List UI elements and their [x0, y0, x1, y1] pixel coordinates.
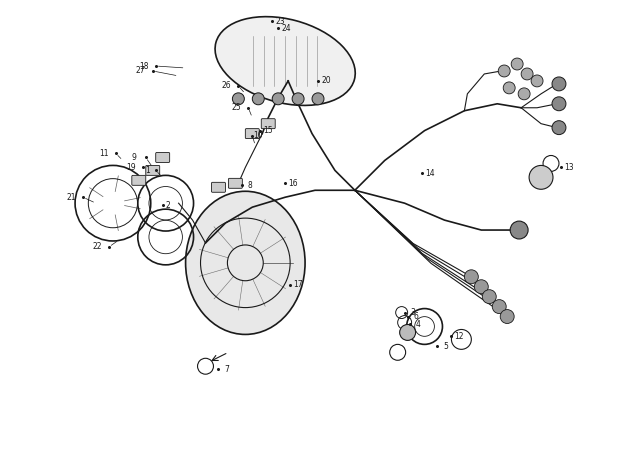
- Text: 25: 25: [231, 103, 241, 112]
- Text: 3: 3: [410, 308, 415, 317]
- FancyBboxPatch shape: [132, 175, 146, 185]
- Text: 9: 9: [131, 153, 136, 162]
- Circle shape: [511, 58, 523, 70]
- Text: 2: 2: [165, 201, 170, 209]
- FancyBboxPatch shape: [212, 182, 226, 192]
- Text: 14: 14: [425, 169, 434, 178]
- Circle shape: [498, 65, 510, 77]
- Text: 18: 18: [139, 61, 149, 70]
- Text: 12: 12: [455, 332, 464, 341]
- Ellipse shape: [186, 191, 305, 334]
- FancyBboxPatch shape: [261, 119, 275, 129]
- FancyBboxPatch shape: [228, 178, 242, 188]
- Circle shape: [493, 300, 506, 314]
- Text: 24: 24: [282, 24, 291, 33]
- FancyBboxPatch shape: [146, 165, 159, 175]
- Circle shape: [464, 270, 478, 284]
- Text: 27: 27: [136, 66, 145, 76]
- Circle shape: [521, 68, 533, 80]
- Text: 19: 19: [126, 163, 136, 172]
- Text: 20: 20: [321, 76, 331, 86]
- Text: 26: 26: [222, 81, 231, 90]
- Circle shape: [482, 290, 496, 304]
- Text: 5: 5: [443, 342, 448, 351]
- Circle shape: [500, 310, 514, 323]
- Text: 15: 15: [264, 126, 273, 135]
- Circle shape: [552, 121, 566, 134]
- Circle shape: [552, 97, 566, 111]
- Text: 6: 6: [413, 312, 418, 321]
- Text: 21: 21: [66, 193, 76, 202]
- Text: 13: 13: [564, 163, 574, 172]
- Text: 22: 22: [92, 242, 102, 251]
- Circle shape: [232, 93, 244, 105]
- Text: 8: 8: [248, 181, 253, 190]
- Circle shape: [503, 82, 515, 94]
- Ellipse shape: [215, 17, 355, 105]
- Circle shape: [552, 77, 566, 91]
- Circle shape: [292, 93, 304, 105]
- Circle shape: [518, 88, 530, 100]
- FancyBboxPatch shape: [156, 152, 170, 162]
- Circle shape: [400, 324, 415, 341]
- Text: 23: 23: [275, 17, 285, 26]
- Text: 17: 17: [293, 280, 303, 289]
- Circle shape: [531, 75, 543, 87]
- Text: 1: 1: [145, 166, 150, 175]
- Text: 10: 10: [253, 131, 263, 140]
- Circle shape: [529, 165, 553, 189]
- Text: 11: 11: [99, 149, 109, 158]
- FancyBboxPatch shape: [246, 129, 259, 139]
- Text: 4: 4: [415, 320, 420, 329]
- Circle shape: [252, 93, 264, 105]
- Circle shape: [510, 221, 528, 239]
- Text: 7: 7: [224, 365, 229, 374]
- Circle shape: [475, 280, 488, 294]
- Circle shape: [312, 93, 324, 105]
- Circle shape: [272, 93, 284, 105]
- Text: 16: 16: [288, 179, 298, 188]
